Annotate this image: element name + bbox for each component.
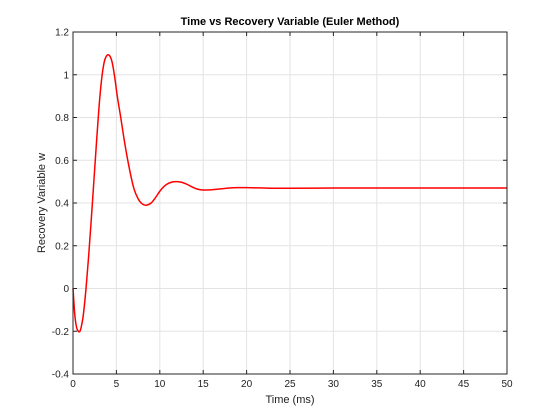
x-tick-label: 25 bbox=[284, 379, 296, 390]
y-tick-label: 0.2 bbox=[55, 241, 69, 252]
x-tick-label: 40 bbox=[415, 379, 427, 390]
chart-title: Time vs Recovery Variable (Euler Method) bbox=[181, 16, 400, 28]
y-tick-label: -0.4 bbox=[52, 370, 70, 381]
x-tick-label: 10 bbox=[154, 379, 166, 390]
grid bbox=[73, 32, 507, 374]
x-tick-label: 15 bbox=[198, 379, 210, 390]
y-tick-label: 0.4 bbox=[55, 199, 69, 210]
series-layer bbox=[72, 53, 508, 333]
y-tick-label: 0.6 bbox=[55, 156, 69, 167]
y-tick-label: 0 bbox=[63, 284, 69, 295]
x-tick-label: 0 bbox=[70, 379, 76, 390]
y-tick-label: 1 bbox=[63, 70, 69, 81]
y-tick-label: 0.8 bbox=[55, 113, 69, 124]
series-line bbox=[72, 53, 508, 333]
x-tick-label: 50 bbox=[501, 379, 513, 390]
y-axis-label: Recovery Variable w bbox=[36, 153, 48, 253]
x-tick-label: 5 bbox=[114, 379, 120, 390]
x-tick-label: 30 bbox=[328, 379, 340, 390]
x-tick-label: 35 bbox=[371, 379, 383, 390]
x-tick-label: 45 bbox=[458, 379, 470, 390]
y-tick-label: 1.2 bbox=[55, 28, 69, 39]
ticks: 0 5 10 15 20 25 30 35 40 45 50 -0.4 -0.2 0 0.2 0.4 0.6 0.… bbox=[52, 28, 513, 391]
x-axis-label: Time (ms) bbox=[265, 394, 314, 406]
y-tick-label: -0.2 bbox=[52, 327, 70, 338]
x-tick-label: 20 bbox=[241, 379, 253, 390]
